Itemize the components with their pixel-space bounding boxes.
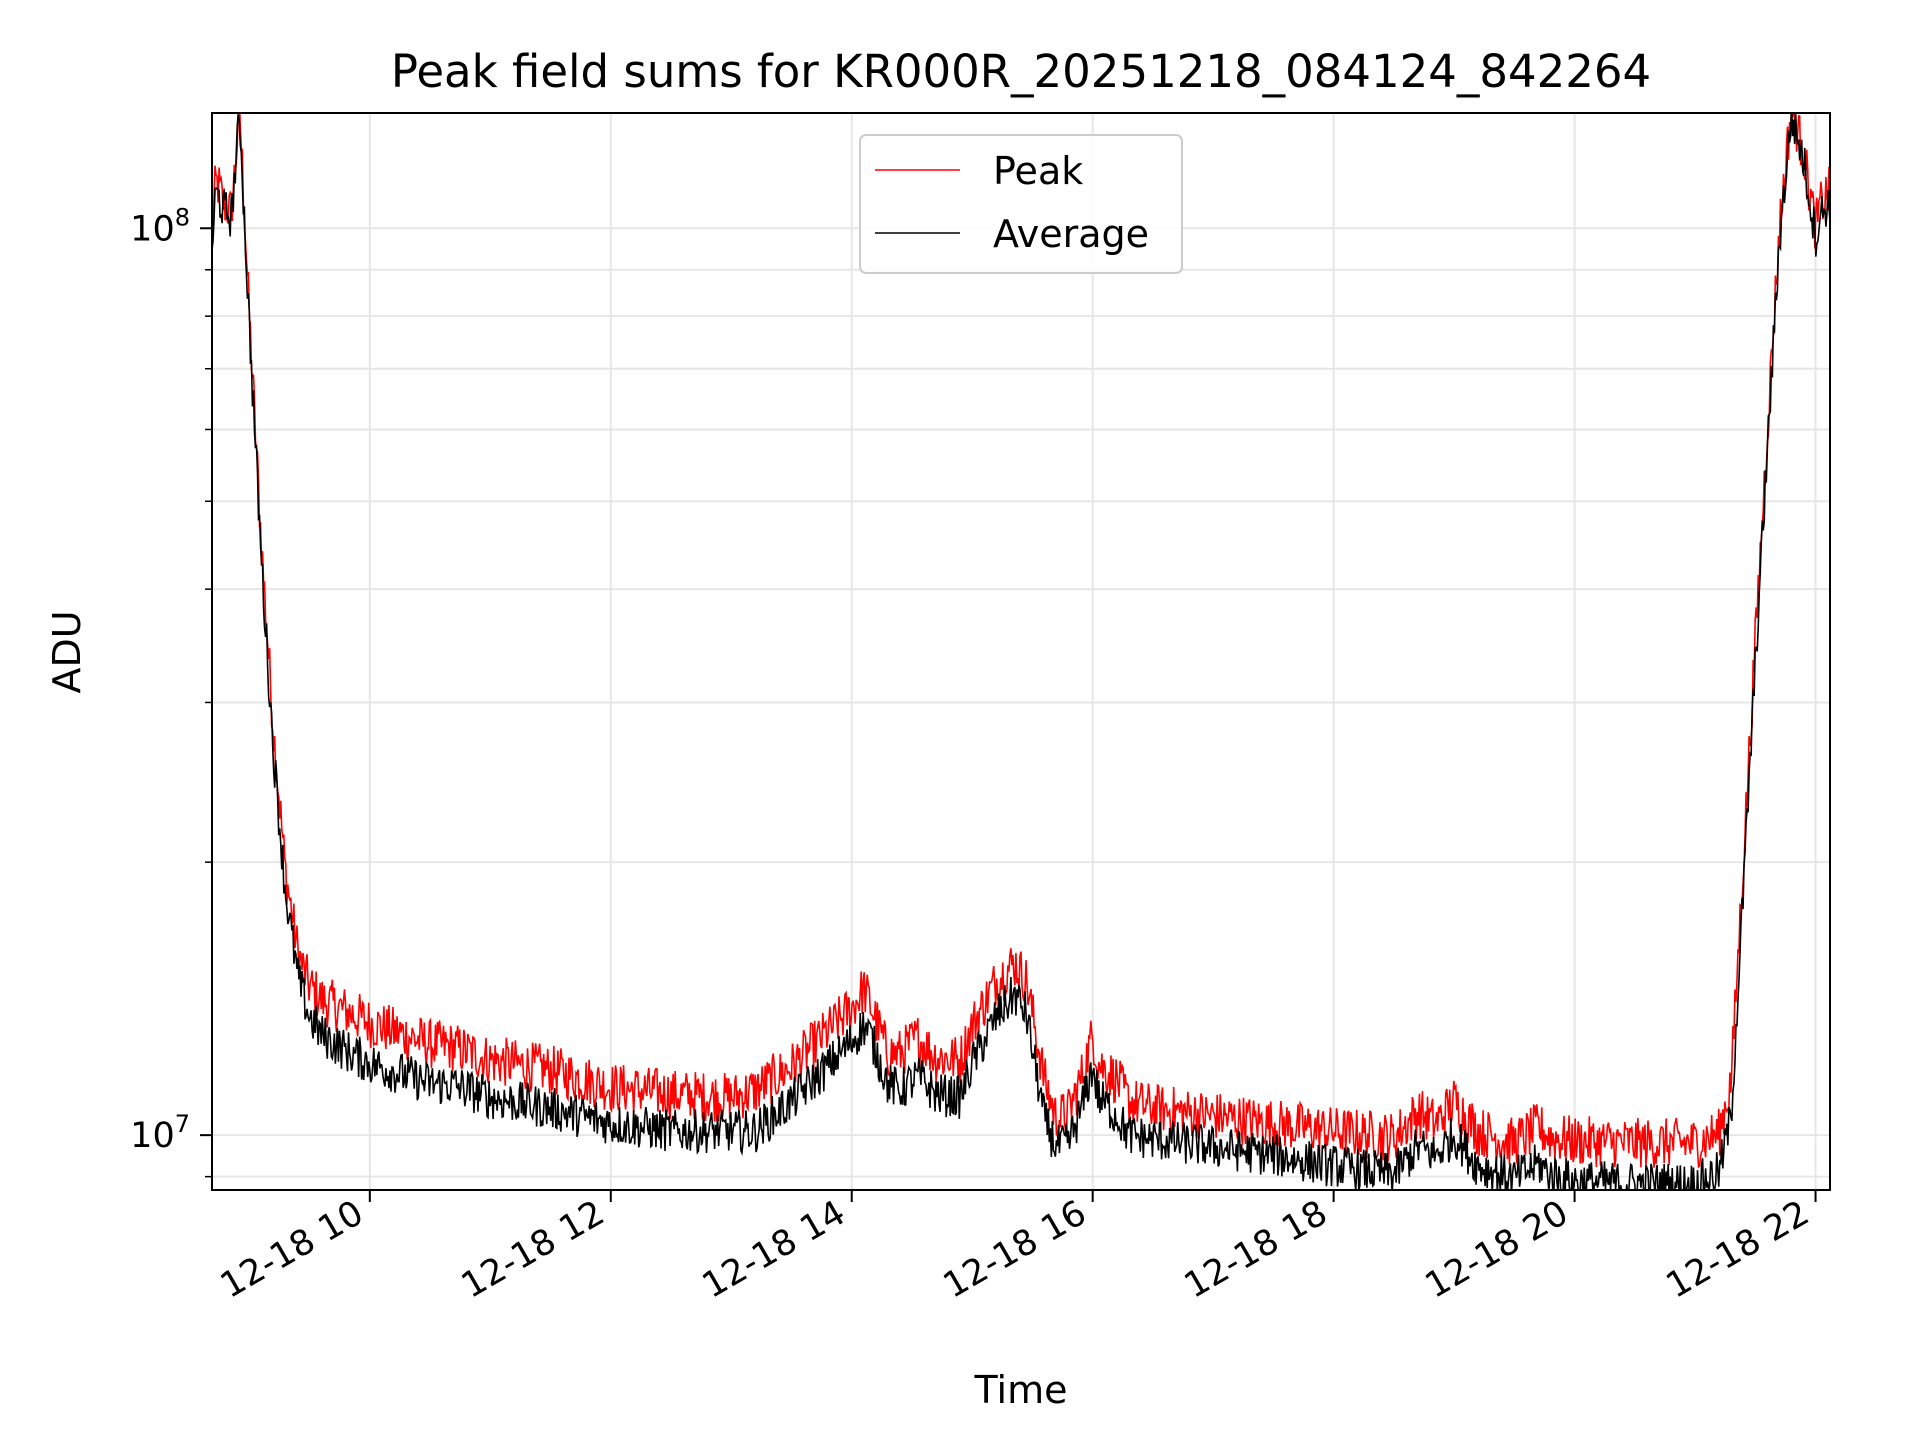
axes-frame (211, 112, 1831, 1191)
series-line-average (212, 113, 1830, 1190)
grid-lines (212, 113, 1830, 1190)
y-axis-label: ADU (45, 610, 89, 693)
legend: Peak Average (859, 134, 1183, 274)
y-tick-label-exponent: 8 (175, 203, 190, 231)
x-axis-label: Time (974, 1368, 1068, 1412)
chart-title: Peak field sums for KR000R_20251218_0841… (391, 45, 1651, 98)
legend-label-peak: Peak (993, 149, 1083, 193)
series-layer (212, 113, 1830, 1190)
y-tick-label-base: 10 (130, 1116, 175, 1156)
series-line-peak (212, 113, 1830, 1169)
legend-label-average: Average (993, 212, 1149, 256)
y-tick-label: 107 (130, 1110, 190, 1156)
y-tick-label: 108 (130, 203, 190, 249)
y-tick-label-exponent: 7 (175, 1110, 190, 1138)
y-tick-label-base: 10 (130, 209, 175, 249)
